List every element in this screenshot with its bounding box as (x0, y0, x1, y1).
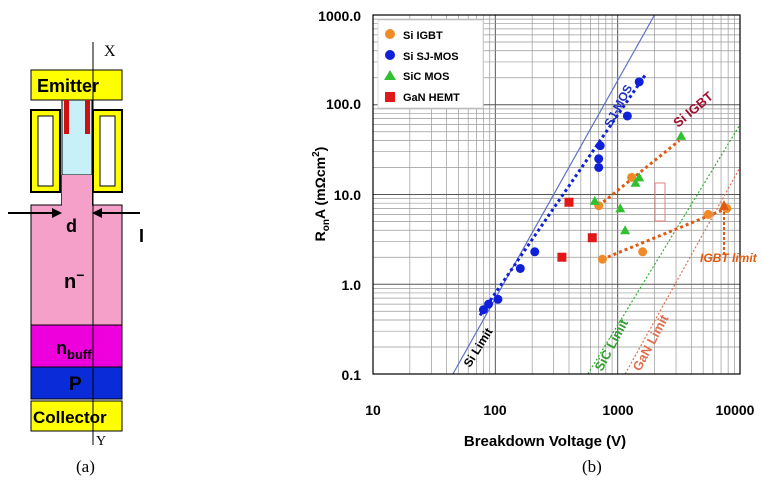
axis-top-label: X (104, 43, 116, 60)
n-buff-region (30, 324, 123, 368)
gate-right (85, 100, 90, 134)
y-tick-label: 1000.0 (318, 8, 361, 24)
collector-region (30, 400, 123, 432)
limit-lines (452, 14, 741, 375)
caption-b: (b) (582, 457, 602, 476)
axis-bottom-label: Y (96, 434, 106, 449)
x-tick-label: 100 (483, 402, 507, 418)
trend-line (597, 139, 681, 207)
d-arrowhead-right (92, 208, 102, 218)
si-igbt-label: Si IGBT (670, 89, 716, 131)
legend-marker-gan-hemt (385, 92, 395, 102)
trend-line (478, 73, 648, 317)
left-gate-oxide (37, 115, 54, 187)
data-point (634, 172, 645, 182)
d-label: d (66, 216, 77, 236)
data-point (620, 225, 631, 235)
limit-line (624, 167, 741, 375)
data-point (484, 299, 494, 309)
data-point (676, 130, 687, 140)
emitter-label: Emitter (37, 76, 99, 96)
n-drift-region (30, 204, 123, 326)
n-minus-label: n− (64, 267, 84, 293)
data-point (595, 141, 605, 151)
x-axis-label: Breakdown Voltage (V) (464, 433, 626, 450)
x-tick-label: 1000 (602, 402, 633, 418)
y-axis-label: RonA (mΩcm2) (311, 147, 332, 242)
limit-line (452, 14, 656, 375)
trend-line (601, 207, 728, 261)
data-point (594, 162, 604, 172)
data-point (594, 154, 604, 164)
data-point (703, 209, 713, 219)
x-tick-label: 10000 (716, 402, 755, 418)
y-tick-label: 10.0 (334, 187, 361, 203)
y-tick-label: 1.0 (342, 277, 362, 293)
sic-limit-label: SiC Limit (591, 316, 631, 373)
data-point (630, 177, 641, 187)
igbt-limit-arrowhead (719, 200, 729, 210)
legend-label: SiC MOS (403, 71, 449, 83)
legend-marker-si-igbt (385, 29, 395, 39)
collector-label: Collector (33, 408, 107, 427)
data-points (478, 77, 732, 315)
y-tick-label: 100.0 (326, 96, 361, 112)
legend-marker-si-sjmos (385, 50, 395, 60)
emitter-region (30, 69, 123, 101)
legend-label: GaN HEMT (403, 92, 460, 104)
caption-a: (a) (76, 457, 95, 476)
x-tick-label: 10 (365, 402, 381, 418)
legend-label: Si IGBT (403, 30, 443, 42)
si-limit-label: Si Limit (461, 325, 496, 369)
igbt-limit-label: IGBT limit (700, 251, 758, 265)
gate-left (64, 100, 69, 134)
data-point (515, 263, 525, 273)
legend: Si IGBT Si SJ-MOS SiC MOS GaN HEMT (377, 19, 484, 109)
data-point (587, 233, 597, 243)
data-point (634, 77, 644, 87)
data-point (557, 252, 567, 262)
data-point (564, 197, 574, 207)
n-drift-neck (62, 175, 92, 206)
data-point (530, 247, 540, 257)
sj-mos-label: SJ-MOS (601, 82, 635, 129)
data-point (622, 111, 632, 121)
data-point (638, 247, 648, 257)
data-point (597, 254, 607, 264)
legend-marker-sic-mos (384, 70, 396, 80)
n-buff-label: nbuff (56, 338, 92, 362)
data-point (589, 195, 600, 205)
device-cross-section: Emitter n− d I nbuff P Collector (8, 42, 144, 476)
plot-frame (372, 14, 741, 375)
data-point (615, 203, 626, 213)
d-arrowhead-left (52, 208, 62, 218)
tick-labels: 1000.0 100.0 10.0 1.0 0.1 10 100 1000 10… (318, 8, 755, 418)
p-label: P (69, 374, 82, 395)
limit-line (587, 124, 741, 375)
legend-box (377, 19, 484, 109)
y-tick-label: 0.1 (342, 367, 362, 383)
right-gate-oxide (99, 115, 116, 187)
chart: 1000.0 100.0 10.0 1.0 0.1 10 100 1000 10… (311, 8, 758, 476)
trend-lines (478, 73, 728, 317)
igbt-callout-box (654, 182, 666, 222)
legend-label: Si SJ-MOS (403, 51, 459, 63)
gan-limit-label: GaN Limit (629, 312, 671, 374)
right-cut-label: I (139, 226, 144, 246)
data-point (493, 294, 503, 304)
data-point (627, 172, 637, 182)
p-layer (30, 366, 123, 400)
